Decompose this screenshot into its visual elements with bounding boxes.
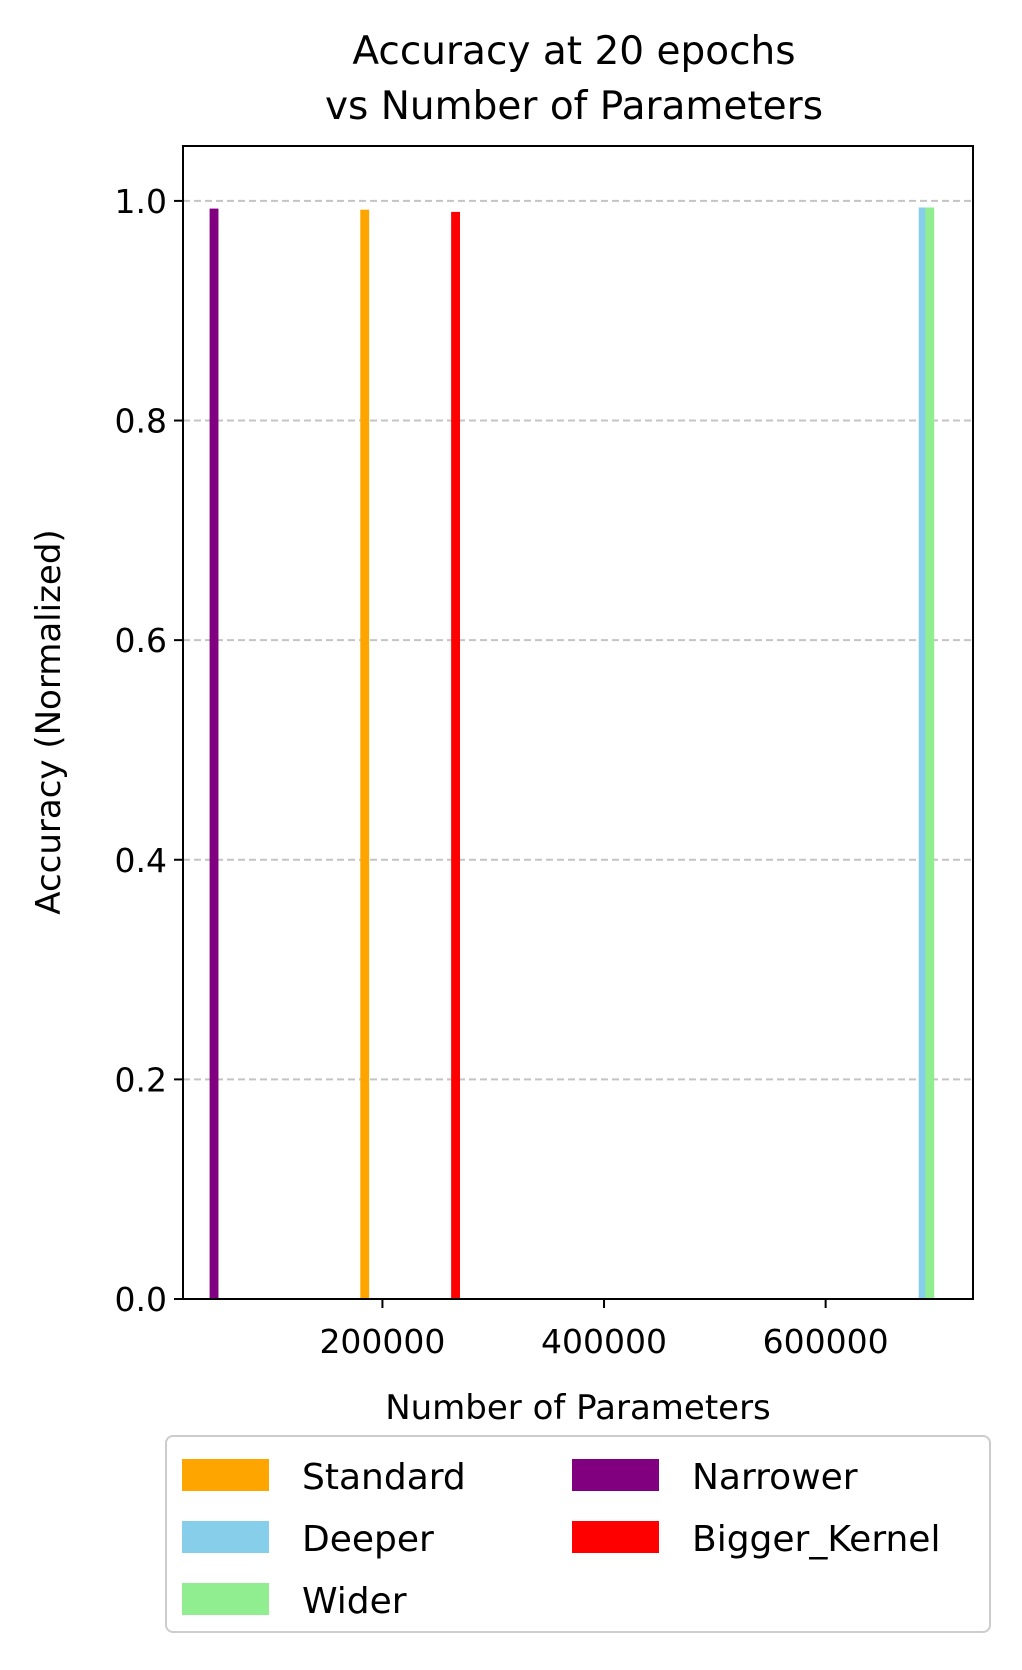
chart-title-line-1: Accuracy at 20 epochs [352,29,795,74]
legend-item-deeper: Deeper [182,1519,434,1560]
legend-swatch [182,1459,269,1491]
bars [209,207,935,1300]
y-axis-label: Accuracy (Normalized) [29,529,69,914]
y-tick-label: 0.0 [115,1280,167,1319]
y-tick-label: 1.0 [115,182,167,221]
y-tick-label: 0.6 [115,621,167,660]
grid-lines [183,199,973,1081]
bar-narrower [209,208,219,1299]
legend-swatch [182,1583,269,1615]
y-axis-ticks: 0.0 0.2 0.4 0.6 0.8 1.0 [115,182,183,1319]
legend-item-narrower: Narrower [572,1457,858,1498]
legend: Standard Deeper Wider Narrower Bigger_Kernel [165,1435,991,1633]
legend-label: Standard [302,1457,466,1498]
x-tick-label: 400000 [541,1322,667,1361]
bar-deeper [918,207,928,1300]
x-axis-label: Number of Parameters [385,1388,771,1428]
legend-swatch [572,1521,659,1553]
legend-label: Wider [302,1581,407,1622]
legend-item-wider: Wider [182,1581,407,1622]
chart-title-line-2: vs Number of Parameters [325,84,823,129]
legend-label: Narrower [692,1457,858,1498]
y-tick-label: 0.8 [115,402,167,441]
legend-label: Deeper [302,1519,434,1560]
y-tick-label: 0.4 [115,841,167,880]
x-axis-ticks: 200000 400000 600000 [319,1299,889,1361]
legend-item-standard: Standard [182,1457,466,1498]
plot-frame [182,145,974,1300]
y-tick-label: 0.2 [115,1060,167,1099]
legend-label: Bigger_Kernel [692,1519,940,1560]
bar-wider [925,207,935,1300]
legend-swatch [572,1459,659,1491]
legend-swatch [182,1521,269,1553]
x-tick-label: 600000 [763,1322,889,1361]
x-tick-label: 200000 [319,1322,445,1361]
legend-item-bigger-kernel: Bigger_Kernel [572,1519,940,1560]
bar-bigger-kernel [451,211,460,1299]
bar-standard [360,209,370,1299]
